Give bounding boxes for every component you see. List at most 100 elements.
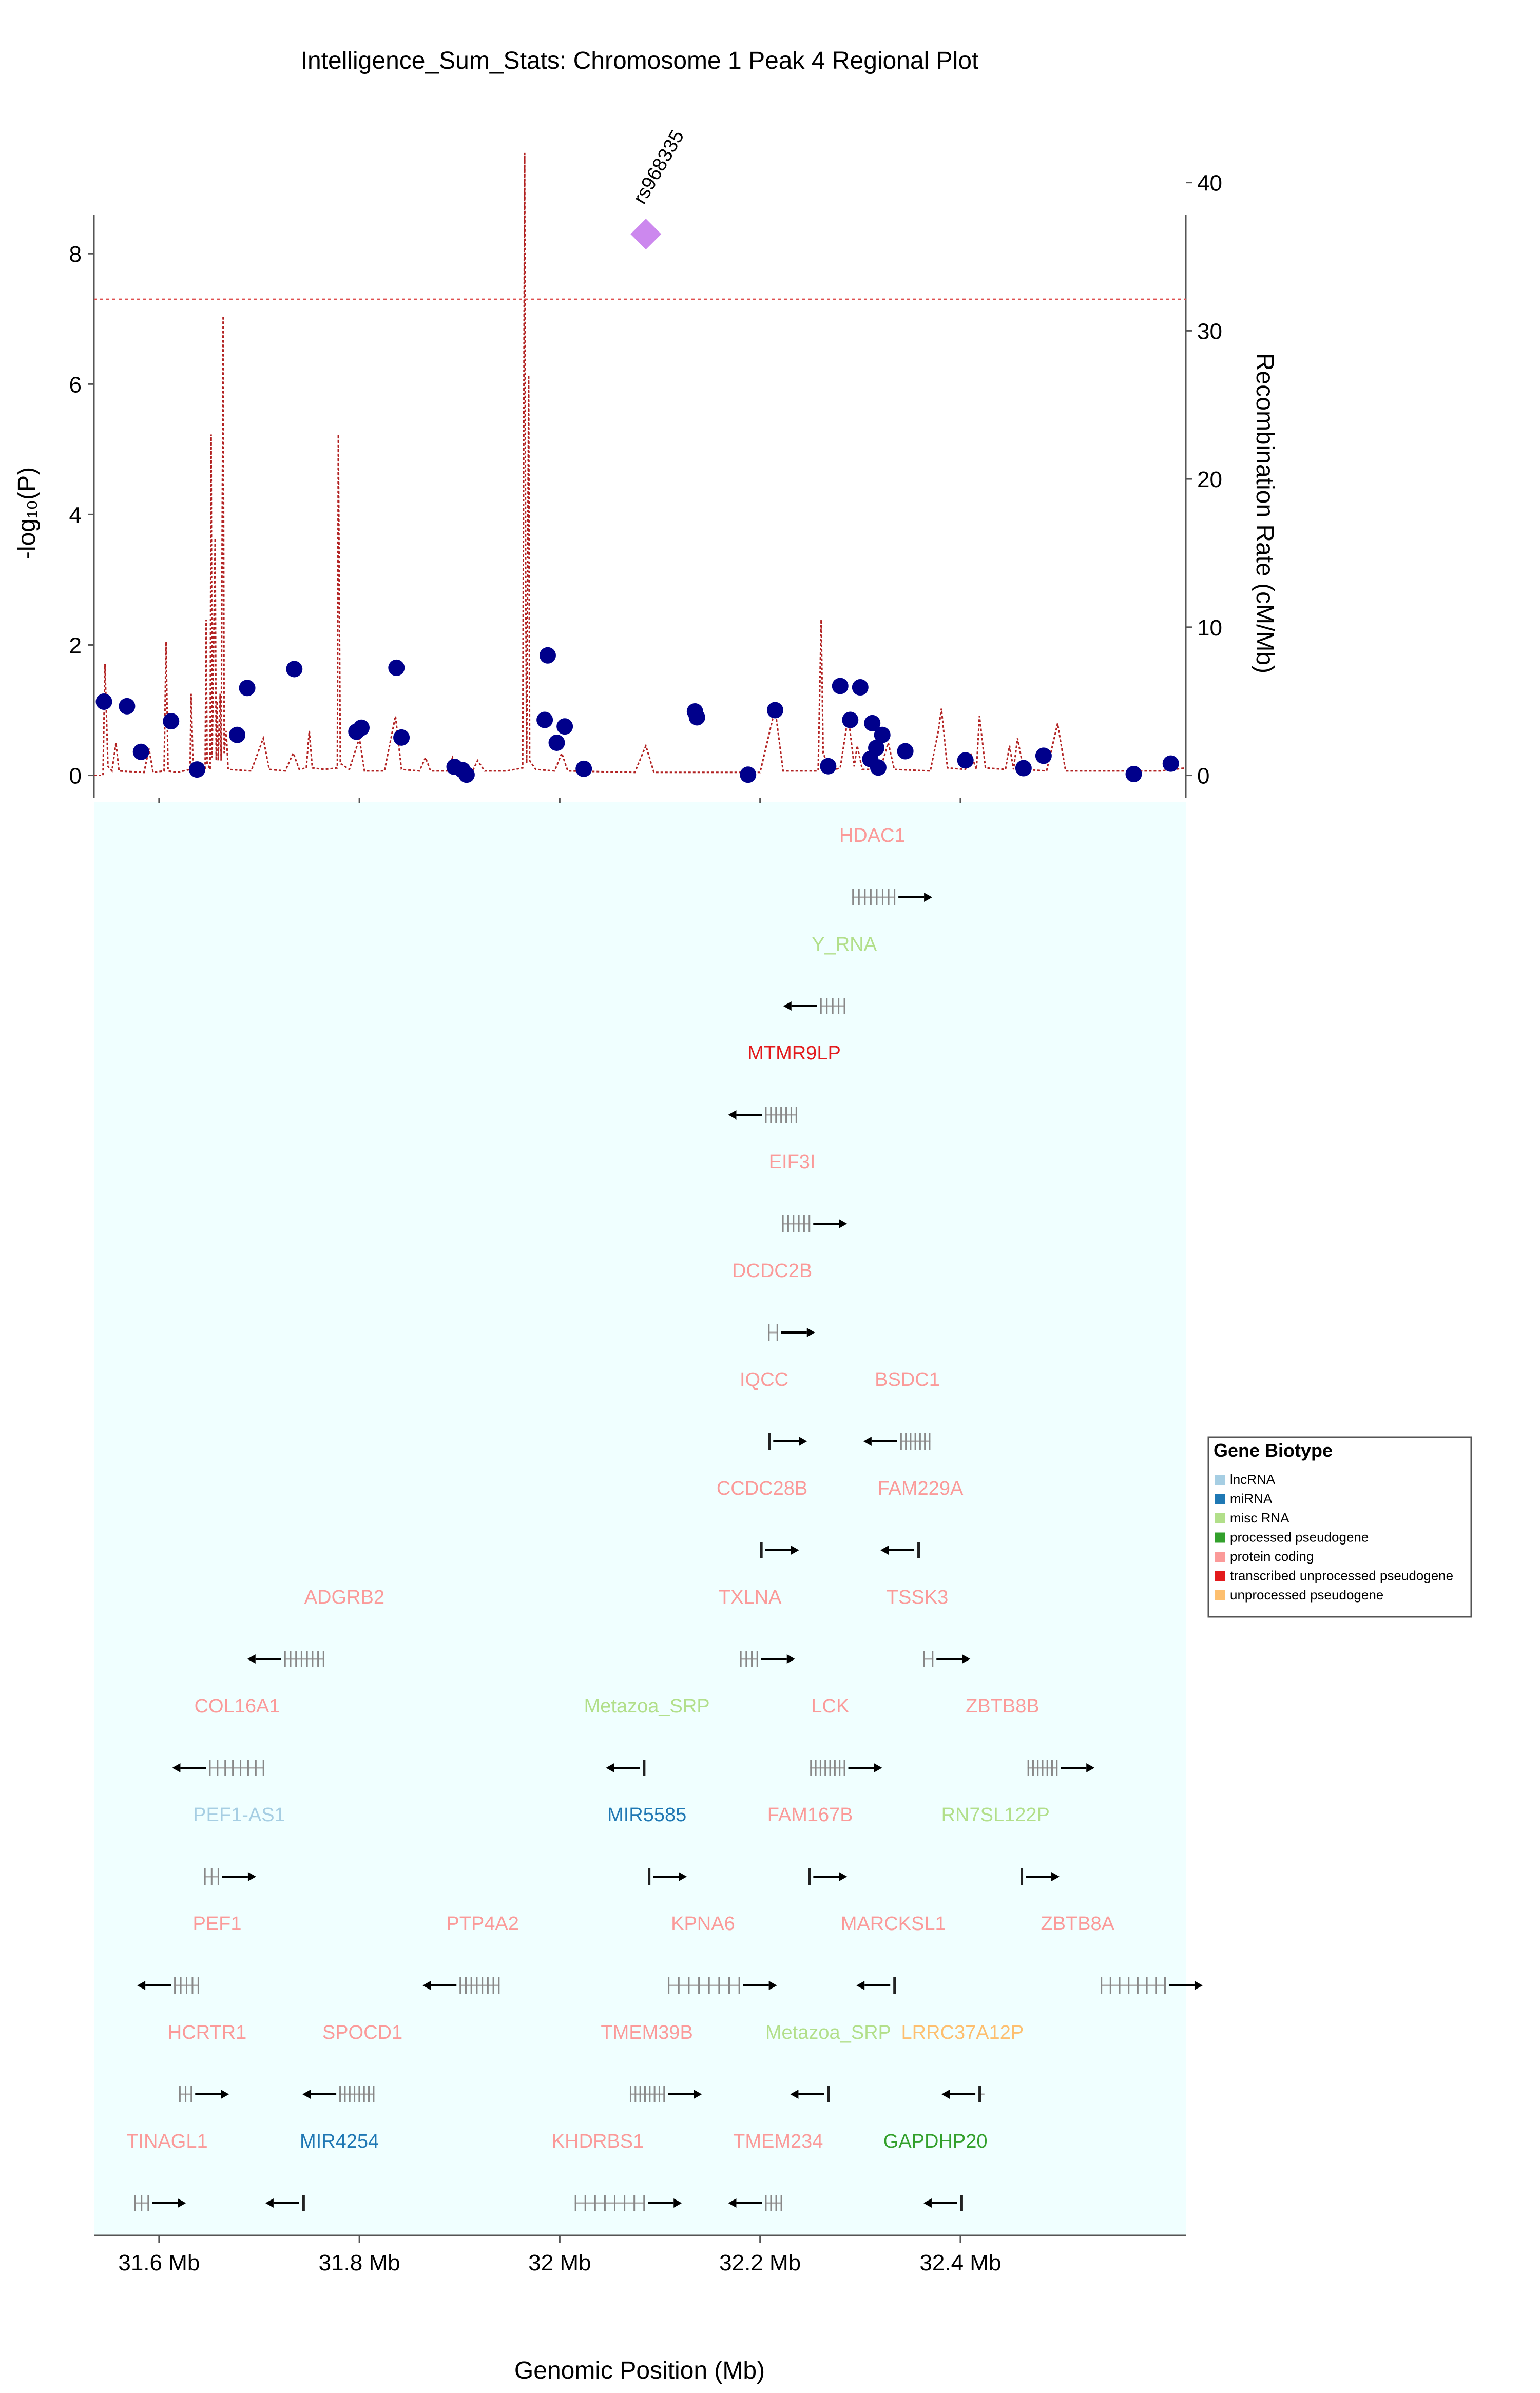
gene-exon: [740, 1651, 742, 1667]
y-tick-label: 4: [69, 503, 82, 528]
gene-exon: [688, 1977, 690, 1994]
gene-exon: [240, 1760, 242, 1776]
gene-exon: [790, 1107, 792, 1123]
gene-strand-arrowhead: [768, 1981, 777, 1990]
gene-exon: [924, 1433, 926, 1450]
gene-exon: [810, 1760, 812, 1776]
gene-strand-arrowhead: [1194, 1981, 1203, 1990]
gene-exon: [147, 2195, 149, 2211]
gene-exon: [832, 998, 834, 1014]
gene-label: KPNA6: [671, 1913, 735, 1935]
gene-exon: [870, 889, 872, 905]
y2-tick-label: 40: [1197, 171, 1222, 196]
gene-exon: [900, 1433, 902, 1450]
gene-exon: [668, 1977, 670, 1994]
snp-point: [239, 680, 256, 697]
gene-exon: [584, 2195, 586, 2211]
gene-exon: [1146, 1977, 1148, 1994]
gene-strand-arrowhead: [880, 1546, 889, 1555]
gene-exon: [760, 1542, 763, 1558]
gene-strand-arrowhead: [679, 1872, 687, 1881]
gene-exon: [217, 1760, 219, 1776]
legend-swatch: [1215, 1532, 1225, 1543]
x-tick-label: 31.6 Mb: [118, 2250, 200, 2275]
gene-exon: [210, 1868, 213, 1885]
gene-exon: [604, 2195, 606, 2211]
gene-exon: [917, 1542, 920, 1558]
gene-exon: [247, 1760, 249, 1776]
gene-exon: [1109, 1977, 1111, 1994]
snp-point: [864, 715, 881, 731]
gene-exon: [653, 2086, 656, 2102]
gene-exon: [476, 1977, 478, 1994]
gene-strand-arrowhead: [799, 1437, 807, 1446]
snp-point: [1125, 765, 1142, 782]
gene-exon: [768, 1324, 770, 1341]
gene-exon: [134, 2195, 136, 2211]
gene-strand-arrowhead: [839, 1872, 848, 1881]
gene-exon: [368, 2086, 370, 2102]
gene-exon: [663, 2086, 665, 2102]
gene-exon: [306, 1651, 308, 1667]
gene-exon: [770, 2195, 772, 2211]
gene-exon: [843, 1760, 845, 1776]
legend-label: transcribed unprocessed pseudogene: [1230, 1568, 1453, 1584]
gene-exon: [787, 1215, 789, 1232]
legend-swatch: [1215, 1494, 1225, 1504]
snp-point: [874, 726, 891, 743]
snp-point: [832, 678, 849, 694]
legend-label: misc RNA: [1230, 1510, 1289, 1526]
legend-label: unprocessed pseudogene: [1230, 1587, 1383, 1603]
gene-exon: [793, 1215, 795, 1232]
snp-point: [548, 735, 565, 751]
gene-label: IQCC: [740, 1369, 788, 1391]
gene-exon: [808, 1868, 811, 1885]
legend-swatch: [1215, 1475, 1225, 1485]
gene-exon: [482, 1977, 484, 1994]
gene-label: HCRTR1: [168, 2022, 246, 2043]
snp-point: [229, 726, 246, 743]
gene-strand-arrowhead: [863, 1437, 872, 1446]
gene-exon: [492, 1977, 494, 1994]
gene-exon: [1051, 1760, 1053, 1776]
gene-exon: [770, 1107, 772, 1123]
gene-strand-arrowhead: [786, 1654, 795, 1664]
gene-exon: [224, 1760, 226, 1776]
gene-strand-arrowhead: [923, 2198, 932, 2208]
gene-label: BSDC1: [875, 1369, 940, 1391]
gene-exon: [373, 2086, 375, 2102]
gene-exon: [858, 889, 860, 905]
gene-exon: [827, 2086, 830, 2102]
gene-label: TXLNA: [719, 1587, 782, 1608]
gene-exon: [629, 2086, 631, 2102]
gene-exon: [960, 2195, 963, 2211]
legend-swatch: [1215, 1552, 1225, 1562]
gene-strand-arrowhead: [1051, 1872, 1060, 1881]
snp-point: [286, 661, 303, 678]
snp-point: [575, 760, 592, 777]
gene-exon: [839, 1760, 841, 1776]
y-tick-label: 0: [69, 764, 82, 789]
gene-exon: [978, 2086, 981, 2102]
snp-point: [868, 740, 885, 757]
x-tick-label: 32.4 Mb: [919, 2250, 1001, 2275]
gene-exon: [344, 2086, 346, 2102]
snp-point: [95, 693, 112, 710]
y2-tick-label: 30: [1197, 319, 1222, 344]
gene-label: FAM167B: [767, 1804, 853, 1826]
x-tick-label: 32.2 Mb: [719, 2250, 801, 2275]
gene-strand-arrowhead: [962, 1654, 971, 1664]
gene-exon: [1056, 1760, 1058, 1776]
legend-swatch: [1215, 1571, 1225, 1581]
gene-exon: [180, 1977, 182, 1994]
gene-label: LCK: [811, 1695, 849, 1717]
gene-exon: [339, 2086, 341, 2102]
gene-exon: [1164, 1977, 1166, 1994]
gene-exon: [644, 2086, 646, 2102]
gene-label: TSSK3: [887, 1587, 948, 1608]
gene-exon: [643, 2195, 645, 2211]
gene-exon: [141, 2195, 143, 2211]
legend-items: lncRNA miRNA misc RNA processed pseudogene p…: [1215, 1472, 1453, 1603]
gene-exon: [498, 1977, 500, 1994]
